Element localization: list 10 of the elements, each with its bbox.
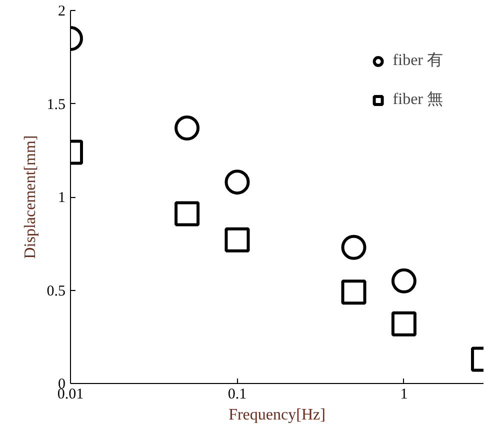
y-tick-label: 1.5	[46, 96, 66, 113]
y-axis-title: Displacement[mm]	[22, 135, 39, 259]
y-tick-label: 1	[58, 190, 66, 206]
x-tick-label: 0.1	[228, 386, 247, 402]
x-axis-title: Frequency[Hz]	[228, 406, 326, 424]
x-tick-label: 1	[400, 386, 408, 402]
legend-label: fiber 有	[392, 51, 443, 71]
y-tick-label: 2	[58, 4, 66, 20]
legend-label: fiber 無	[392, 90, 443, 110]
y-tick-label: 0.5	[46, 283, 66, 300]
